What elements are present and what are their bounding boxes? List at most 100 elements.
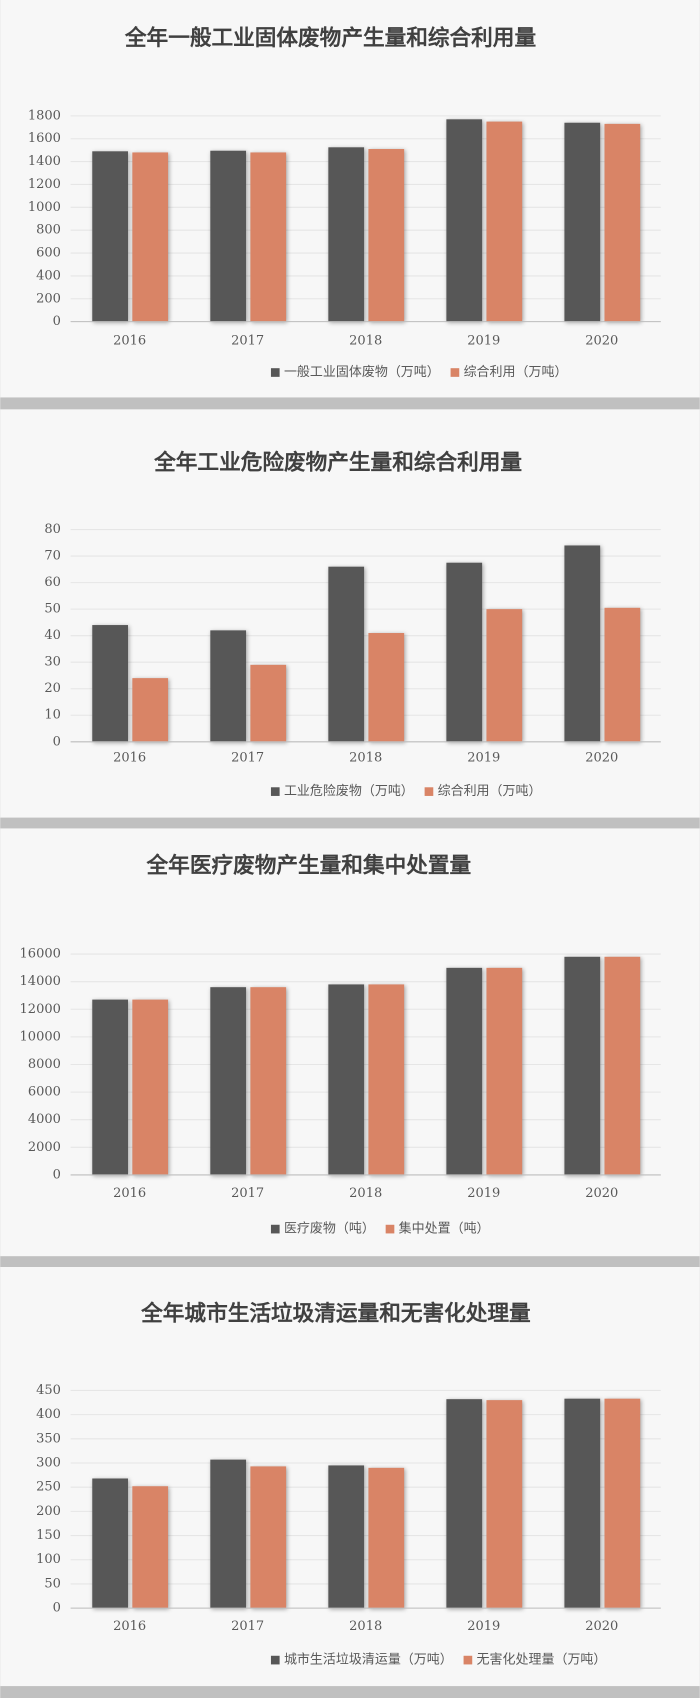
y-tick-label: 1800 [28, 108, 61, 123]
x-tick-label: 2019 [467, 1619, 500, 1634]
y-tick-label: 150 [36, 1528, 61, 1543]
legend-marker [450, 368, 460, 377]
y-tick-label: 200 [36, 1504, 61, 1519]
bar [92, 625, 129, 742]
legend-marker [270, 1655, 280, 1665]
x-tick-label: 2018 [349, 334, 382, 349]
legend-label: 医疗废物（吨） [284, 1221, 375, 1237]
x-tick-label: 2020 [585, 334, 618, 349]
x-tick-label: 2018 [349, 1619, 382, 1634]
y-tick-label: 250 [36, 1480, 61, 1495]
bar [132, 1486, 169, 1609]
y-tick-label: 2000 [28, 1140, 61, 1155]
chart-panel: 全年一般工业固体废物产生量和综合利用量 0 200 400 600 800 1000 1200… [0, 0, 700, 398]
y-tick-label: 0 [53, 1167, 61, 1182]
y-tick-label: 30 [44, 655, 61, 670]
x-tick-label: 2020 [585, 1186, 618, 1201]
legend-label: 集中处置（吨） [399, 1221, 490, 1237]
bar [486, 121, 523, 322]
legend-label: 一般工业固体废物（万吨） [284, 364, 440, 380]
y-tick-label: 400 [36, 1407, 61, 1422]
x-tick-label: 2016 [113, 1619, 146, 1634]
bar [210, 630, 247, 742]
bar [446, 119, 483, 322]
bar [328, 1465, 365, 1609]
bar [604, 1398, 641, 1609]
y-tick-label: 0 [53, 734, 61, 749]
chart-title: 全年城市生活垃圾清运量和无害化处理量 [140, 1301, 531, 1327]
bar [250, 987, 287, 1175]
x-tick-label: 2018 [349, 751, 382, 766]
x-tick-label: 2019 [467, 1186, 500, 1201]
chart-panel: 全年城市生活垃圾清运量和无害化处理量 0 50 100 150 200 250 300 350 4… [0, 1267, 700, 1687]
x-tick-label: 2019 [467, 751, 500, 766]
y-tick-label: 16000 [20, 947, 61, 962]
legend-marker [270, 368, 280, 377]
y-tick-label: 0 [53, 314, 61, 329]
legend-label: 综合利用（万吨） [438, 784, 542, 799]
y-tick-label: 10000 [20, 1029, 61, 1044]
bar [604, 123, 641, 322]
y-tick-label: 8000 [28, 1057, 61, 1072]
y-tick-label: 1000 [28, 200, 61, 215]
y-tick-label: 6000 [28, 1085, 61, 1100]
y-tick-label: 70 [44, 549, 61, 564]
x-tick-label: 2017 [231, 751, 264, 766]
bar [368, 984, 405, 1175]
chart-title: 全年工业危险废物产生量和综合利用量 [153, 449, 522, 475]
bar [368, 1467, 405, 1609]
bar [250, 1466, 287, 1609]
bar [446, 562, 483, 742]
bar [368, 633, 405, 742]
x-tick-label: 2016 [113, 751, 146, 766]
x-tick-label: 2017 [231, 1186, 264, 1201]
legend-label: 工业危险废物（万吨） [284, 783, 414, 799]
x-tick-label: 2017 [231, 1619, 264, 1634]
bar [250, 152, 287, 322]
bar [486, 967, 523, 1175]
bar [604, 956, 641, 1175]
x-tick-label: 2019 [467, 334, 500, 349]
bar [328, 984, 365, 1175]
bar [486, 1400, 523, 1609]
y-tick-label: 400 [36, 268, 61, 283]
y-tick-label: 20 [44, 681, 61, 696]
x-tick-label: 2016 [113, 334, 146, 349]
x-tick-label: 2020 [585, 1619, 618, 1634]
y-tick-label: 14000 [20, 974, 61, 989]
legend-marker [270, 787, 280, 796]
x-tick-label: 2017 [231, 334, 264, 349]
legend-marker [385, 1224, 395, 1234]
bar [446, 967, 483, 1175]
legend-marker [424, 787, 434, 796]
bar [210, 150, 247, 322]
y-tick-label: 350 [36, 1431, 61, 1446]
bar [250, 664, 287, 742]
y-tick-label: 0 [53, 1601, 61, 1616]
y-tick-label: 1600 [28, 131, 61, 146]
bar [328, 566, 365, 742]
chart-panel: 全年工业危险废物产生量和综合利用量 0 10 20 30 40 50 60 70 80 2016 20… [0, 409, 700, 818]
bar [564, 545, 601, 742]
legend-marker [463, 1655, 473, 1665]
bar [564, 122, 601, 322]
legend-label: 城市生活垃圾清运量（万吨） [284, 1652, 453, 1668]
bar [210, 1459, 247, 1609]
y-tick-label: 40 [44, 628, 61, 643]
bar [132, 999, 169, 1175]
y-tick-label: 12000 [20, 1002, 61, 1017]
y-tick-label: 80 [44, 522, 61, 537]
chart-title: 全年医疗废物产生量和集中处置量 [146, 852, 472, 878]
y-tick-label: 100 [36, 1552, 61, 1567]
y-tick-label: 4000 [28, 1112, 61, 1127]
y-tick-label: 60 [44, 575, 61, 590]
y-tick-label: 50 [44, 602, 61, 617]
legend-marker [270, 1224, 280, 1234]
y-tick-label: 1200 [28, 177, 61, 192]
y-tick-label: 450 [36, 1383, 61, 1398]
bar [328, 147, 365, 322]
x-tick-label: 2016 [113, 1186, 146, 1201]
bar [92, 999, 129, 1175]
